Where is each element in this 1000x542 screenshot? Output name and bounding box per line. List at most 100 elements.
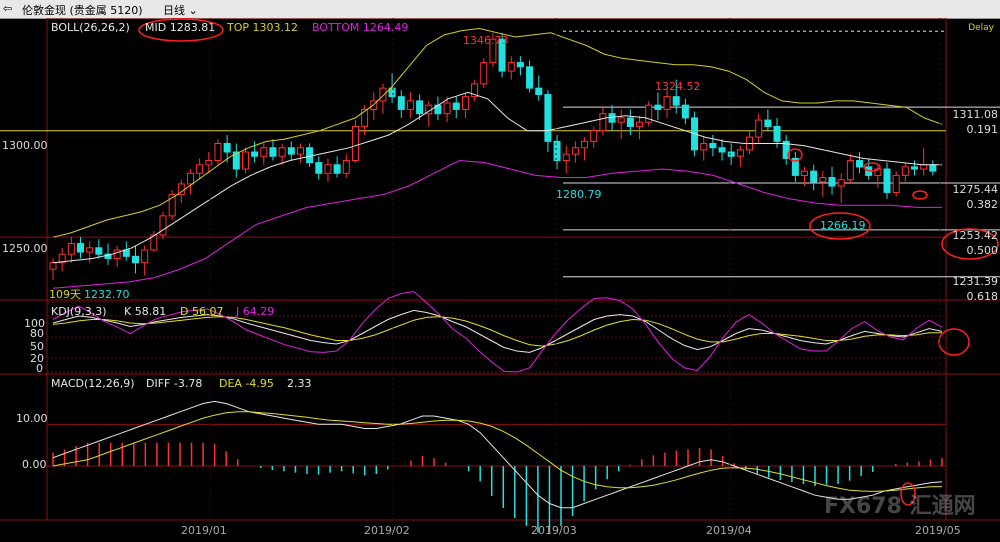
candle-body <box>516 62 524 68</box>
candle-body <box>260 147 268 157</box>
candle-body <box>214 142 222 162</box>
boll-indicator-label[interactable]: BOLL(26,26,2) <box>51 21 130 34</box>
fib-price-1275: 1275.44 <box>952 183 999 196</box>
macd-diff-line <box>52 400 943 509</box>
candle-body <box>856 160 864 168</box>
candle-body <box>581 140 589 149</box>
candle-body <box>67 243 75 255</box>
fib-price-1311: 1311.08 <box>952 108 999 121</box>
candle-body <box>846 160 854 181</box>
candle-body <box>131 255 139 264</box>
delay-label: Delay <box>968 23 994 33</box>
boll-top-label: TOP 1303.12 <box>227 21 298 34</box>
candle-body <box>150 234 158 251</box>
candle-body <box>95 247 103 255</box>
candle-body <box>278 147 286 157</box>
candle-body <box>306 147 314 164</box>
candle-body <box>911 166 919 170</box>
candle-body <box>571 147 579 155</box>
candle-body <box>828 177 836 187</box>
candle-body <box>333 164 341 174</box>
kdj-tick-20: 20 <box>30 352 44 365</box>
kdj-j-line <box>52 290 943 373</box>
macd-indicator-label[interactable]: MACD(12,26,9) <box>51 377 135 390</box>
candle-body <box>837 179 845 187</box>
candle-body <box>141 249 149 264</box>
candle-body <box>416 100 424 115</box>
candle-body <box>718 147 726 153</box>
candle-body <box>452 102 460 110</box>
bars-count-label: 109天 <box>49 288 81 301</box>
fib-price-1253: 1253.42 <box>952 229 999 242</box>
boll-mid-label: MID 1283.81 <box>145 21 216 34</box>
macd-tick-0: 0.00 <box>22 458 47 471</box>
period-dropdown[interactable]: 日线 ⌄ <box>163 4 198 17</box>
candle-body <box>287 147 295 155</box>
annotation-ellipse-small3 <box>912 190 928 200</box>
candle-body <box>461 96 469 110</box>
high-annotation-1346: 1346.73 <box>463 34 509 47</box>
annotation-ellipse-low <box>809 212 871 240</box>
candle-body <box>929 164 937 172</box>
candle-body <box>599 113 607 132</box>
macd-tick-10: 10.00 <box>16 412 48 425</box>
candle-body <box>672 96 680 106</box>
candle-body <box>883 168 891 193</box>
candle-body <box>324 164 332 174</box>
x-label-2019-01: 2019/01 <box>181 524 227 537</box>
candle-body <box>709 142 717 149</box>
symbol-title: 伦敦金现 (贵金属 5120) <box>22 4 143 17</box>
x-label-2019-02: 2019/02 <box>364 524 410 537</box>
candle-body <box>379 87 387 102</box>
x-label-2019-03: 2019/03 <box>531 524 577 537</box>
annotation-ellipse-small1 <box>863 162 881 172</box>
candle-body <box>645 104 653 123</box>
chart-svg <box>0 17 1000 533</box>
boll-top-line <box>52 27 943 238</box>
fib-ratio-0191: 0.191 <box>966 123 999 136</box>
candle-body <box>810 170 818 183</box>
macd-value-label: 2.33 <box>287 377 312 390</box>
candle-body <box>86 247 94 253</box>
candle-body <box>296 147 304 155</box>
kdj-tick-0: 0 <box>36 362 43 375</box>
annotation-ellipse-macd <box>900 482 916 506</box>
candle-body <box>764 119 772 127</box>
title-bar: ⇦ 伦敦金现 (贵金属 5120) 日线 ⌄ <box>0 0 1000 19</box>
candle-body <box>186 172 194 185</box>
kdj-j-label: J 64.29 <box>236 305 275 318</box>
candle-body <box>480 62 488 85</box>
kdj-d-line <box>52 316 942 347</box>
candle-body <box>544 94 552 142</box>
candle-body <box>654 104 662 110</box>
candle-body <box>590 130 598 142</box>
annotation-ellipse-fib500 <box>941 228 999 260</box>
candle-body <box>700 142 708 151</box>
candle-body <box>76 243 84 253</box>
candle-body <box>205 160 213 166</box>
candle-body <box>241 151 249 170</box>
kdj-k-label: K 58.81 <box>124 305 167 318</box>
chart-area: BOLL(26,26,2) MID 1283.81 TOP 1303.12 BO… <box>0 17 1000 539</box>
candle-body <box>791 157 799 176</box>
annotation-ellipse-small2 <box>787 148 803 162</box>
candle-body <box>498 38 506 72</box>
x-label-2019-04: 2019/04 <box>706 524 752 537</box>
candle-body <box>315 162 323 174</box>
x-label-2019-05: 2019/05 <box>915 524 961 537</box>
candle-body <box>626 117 634 127</box>
kdj-d-label: D 56.07 <box>180 305 224 318</box>
back-arrow-icon[interactable]: ⇦ <box>3 2 13 15</box>
fib-ratio-0382: 0.382 <box>966 198 999 211</box>
low-annotation-1266: 1266.19 <box>820 219 866 232</box>
low-annotation-1232: 1232.70 <box>84 288 130 301</box>
macd-dea-label: DEA -4.95 <box>219 377 274 390</box>
kdj-indicator-label[interactable]: KDJ(9,3,3) <box>51 305 107 318</box>
candle-body <box>342 160 350 174</box>
kdj-tick-100: 100 <box>24 317 45 330</box>
price-tick-1250: 1250.00 <box>2 242 48 255</box>
candle-body <box>535 87 543 96</box>
candle-body <box>507 62 515 72</box>
candle-body <box>361 108 369 127</box>
candle-body <box>562 153 570 162</box>
